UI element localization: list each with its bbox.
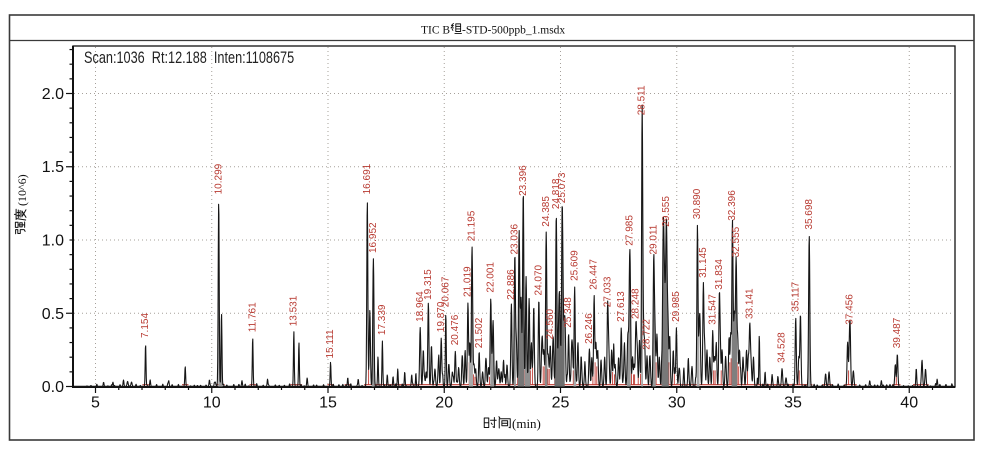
svg-text:35: 35 [784, 395, 802, 412]
svg-text:23.396: 23.396 [518, 165, 529, 196]
svg-text:40: 40 [900, 395, 918, 412]
svg-text:21.195: 21.195 [467, 210, 478, 241]
svg-text:0.5: 0.5 [42, 306, 64, 323]
svg-text:34.528: 34.528 [777, 332, 788, 363]
svg-text:1.5: 1.5 [42, 159, 64, 176]
svg-text:27.985: 27.985 [625, 215, 636, 246]
svg-text:30: 30 [668, 395, 686, 412]
svg-text:21.019: 21.019 [463, 266, 474, 297]
svg-text:18.964: 18.964 [415, 291, 426, 322]
svg-text:0.0: 0.0 [42, 379, 64, 396]
svg-text:32.396: 32.396 [727, 190, 738, 221]
svg-text:29.985: 29.985 [671, 291, 682, 322]
svg-text:23.036: 23.036 [509, 223, 520, 254]
svg-text:16.952: 16.952 [368, 222, 379, 253]
svg-text:24.818: 24.818 [551, 178, 562, 209]
svg-text:20.476: 20.476 [450, 314, 461, 345]
svg-text:10: 10 [203, 395, 221, 412]
svg-text:7.154: 7.154 [140, 313, 151, 338]
svg-text:21.502: 21.502 [474, 317, 485, 348]
svg-text:25.073: 25.073 [557, 172, 568, 203]
svg-text:24.560: 24.560 [545, 308, 556, 339]
svg-text:13.531: 13.531 [288, 295, 299, 326]
svg-text:17.339: 17.339 [377, 304, 388, 335]
svg-text:5: 5 [91, 395, 100, 412]
svg-text:27.033: 27.033 [602, 276, 613, 307]
svg-text:22.886: 22.886 [506, 269, 517, 300]
svg-text:24.070: 24.070 [534, 264, 545, 295]
svg-text:28.511: 28.511 [637, 85, 648, 115]
svg-text:35.698: 35.698 [804, 199, 815, 230]
svg-text:24.385: 24.385 [541, 196, 552, 227]
svg-text:33.141: 33.141 [744, 288, 755, 319]
svg-text:22.001: 22.001 [485, 262, 496, 293]
svg-text:16.691: 16.691 [362, 163, 373, 194]
svg-text:31.834: 31.834 [714, 259, 725, 290]
svg-text:35.117: 35.117 [790, 281, 801, 311]
svg-text:15.111: 15.111 [325, 329, 336, 359]
svg-text:28.248: 28.248 [631, 288, 642, 319]
svg-text:31.547: 31.547 [707, 294, 718, 325]
svg-text:37.456: 37.456 [845, 294, 856, 325]
svg-text:29.011: 29.011 [648, 224, 659, 254]
svg-text:10.299: 10.299 [213, 163, 224, 194]
svg-text:25.348: 25.348 [563, 297, 574, 328]
svg-text:-STD-500ppb_1.msdx: -STD-500ppb_1.msdx [462, 25, 565, 37]
svg-text:28.722: 28.722 [642, 319, 653, 350]
svg-text:15: 15 [319, 395, 337, 412]
svg-text:29.555: 29.555 [661, 196, 672, 227]
svg-text:20: 20 [435, 395, 453, 412]
svg-text:(10^6): (10^6) [15, 174, 29, 206]
svg-text:25.609: 25.609 [569, 250, 580, 281]
svg-text:19.870: 19.870 [436, 301, 447, 332]
svg-text:25: 25 [552, 395, 570, 412]
svg-text:2.0: 2.0 [42, 86, 64, 103]
svg-text:32.555: 32.555 [731, 226, 742, 257]
svg-text:39.487: 39.487 [892, 317, 903, 348]
svg-text:TIC B: TIC B [421, 25, 450, 37]
svg-text:20.067: 20.067 [440, 276, 451, 307]
svg-text:19.315: 19.315 [423, 269, 434, 300]
svg-text:26.246: 26.246 [584, 313, 595, 344]
svg-text:30.890: 30.890 [692, 188, 703, 219]
svg-text:1.0: 1.0 [42, 233, 64, 250]
svg-text:27.613: 27.613 [616, 291, 627, 322]
svg-text:26.447: 26.447 [589, 259, 600, 290]
svg-text:11.761: 11.761 [247, 302, 258, 332]
svg-text:Scan:1036 Rt:12.188 Inten:11: Scan:1036 Rt:12.188 Inten:1108675 [84, 50, 294, 68]
svg-text:(min): (min) [512, 416, 541, 431]
svg-text:31.145: 31.145 [698, 247, 709, 278]
